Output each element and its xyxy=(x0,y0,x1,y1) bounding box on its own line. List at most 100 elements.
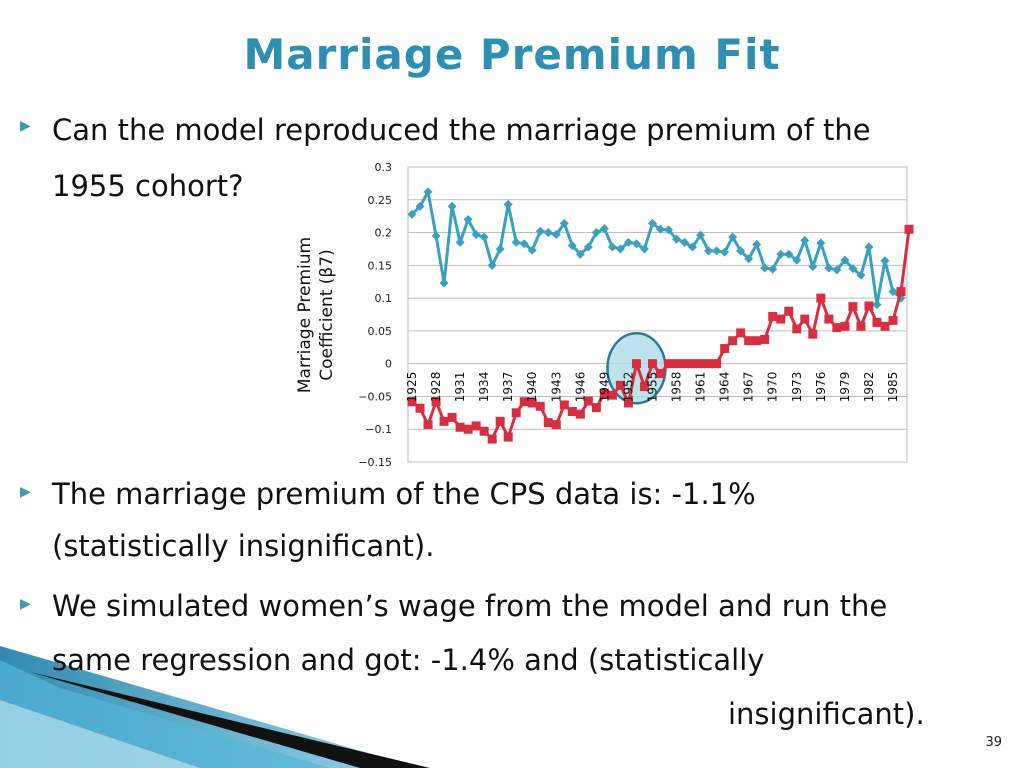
data-point xyxy=(463,424,473,434)
x-tick-label: 1958 xyxy=(670,372,684,403)
data-point xyxy=(463,214,473,224)
data-point xyxy=(535,401,545,411)
data-point xyxy=(495,416,505,426)
data-point xyxy=(551,420,561,430)
data-point xyxy=(487,434,497,444)
data-point xyxy=(776,314,786,324)
data-point xyxy=(455,237,465,247)
data-point xyxy=(439,416,449,426)
data-point xyxy=(623,398,633,408)
data-point xyxy=(712,359,722,369)
data-point xyxy=(471,230,481,240)
data-point xyxy=(664,225,674,235)
data-point xyxy=(567,241,577,251)
data-point xyxy=(792,255,802,265)
data-point xyxy=(840,255,850,265)
x-tick-label: 1934 xyxy=(477,372,491,403)
data-point xyxy=(511,237,521,247)
data-point xyxy=(840,321,850,331)
data-point xyxy=(447,201,457,211)
data-point xyxy=(415,403,425,413)
data-point xyxy=(656,369,666,378)
bullet-arrow-icon: ▶ xyxy=(20,484,31,500)
bullet-1-line-2: 1955 cohort? xyxy=(52,169,244,203)
x-tick-label: 1931 xyxy=(453,372,467,403)
data-point xyxy=(808,262,818,272)
data-point xyxy=(856,270,866,280)
data-point xyxy=(864,301,874,311)
data-point xyxy=(583,242,593,252)
data-point xyxy=(479,232,489,242)
bullet-3-line-3: insignificant). xyxy=(728,697,925,731)
data-point xyxy=(720,247,730,257)
data-point xyxy=(768,264,778,274)
data-point xyxy=(607,390,617,400)
data-point xyxy=(519,397,529,407)
data-point xyxy=(423,187,433,197)
data-point xyxy=(623,237,633,247)
data-point xyxy=(631,359,641,369)
data-point xyxy=(784,306,794,316)
data-point xyxy=(599,388,609,398)
page-number: 39 xyxy=(985,735,1002,750)
data-point xyxy=(880,321,890,331)
data-point xyxy=(888,287,898,297)
data-point xyxy=(495,244,505,254)
data-point xyxy=(680,359,690,369)
data-point xyxy=(527,245,537,255)
data-point xyxy=(856,321,866,331)
data-point xyxy=(503,432,513,442)
plot-area xyxy=(407,166,908,463)
x-tick-label: 1961 xyxy=(694,372,708,403)
x-tick-label: 1976 xyxy=(814,372,828,403)
data-point xyxy=(479,426,489,436)
data-point xyxy=(575,249,585,259)
x-tick-label: 1979 xyxy=(838,372,852,403)
data-point xyxy=(760,334,770,344)
x-tick-label: 1955 xyxy=(645,372,659,403)
x-tick-label: 1949 xyxy=(597,372,611,403)
data-point xyxy=(784,249,794,259)
data-point xyxy=(896,287,906,297)
data-point xyxy=(752,239,762,249)
data-point xyxy=(591,403,601,413)
data-point xyxy=(880,256,890,266)
y-tick-label: −0.1 xyxy=(365,423,392,436)
bullet-2-line-2: (statistically insignificant). xyxy=(52,529,435,563)
data-point xyxy=(511,408,521,418)
data-point xyxy=(567,407,577,417)
data-point xyxy=(639,244,649,254)
data-point xyxy=(800,314,810,324)
series-line-1 xyxy=(410,190,902,307)
bullet-3-line-2: same regression and got: -1.4% and (stat… xyxy=(52,643,765,677)
y-axis-label: Marriage Premium Coefficient (β7) xyxy=(295,237,337,393)
data-point xyxy=(704,359,714,369)
data-point xyxy=(768,311,778,321)
bullet-3-line-1: We simulated women’s wage from the model… xyxy=(52,589,888,623)
x-tick-label: 1964 xyxy=(718,372,732,403)
data-point xyxy=(431,397,441,407)
data-point xyxy=(615,380,625,390)
bullet-1-line-1: Can the model reproduced the marriage pr… xyxy=(52,113,871,147)
y-tick-label: 0.25 xyxy=(368,194,393,207)
data-point xyxy=(720,344,730,354)
data-point xyxy=(447,412,457,422)
data-point xyxy=(415,201,425,211)
data-point xyxy=(551,230,561,240)
data-point xyxy=(647,359,657,369)
data-point xyxy=(519,239,529,249)
y-tick-label: −0.05 xyxy=(358,390,392,403)
data-point xyxy=(904,224,914,234)
data-point xyxy=(471,421,481,431)
data-point xyxy=(672,359,682,369)
data-point xyxy=(407,209,417,219)
data-point xyxy=(848,302,858,312)
bullet-arrow-icon: ▶ xyxy=(20,596,31,612)
x-tick-label: 1937 xyxy=(501,372,515,403)
data-point xyxy=(631,239,641,249)
y-tick-label: 0.3 xyxy=(375,161,393,174)
data-point xyxy=(696,230,706,240)
data-point xyxy=(816,293,826,303)
